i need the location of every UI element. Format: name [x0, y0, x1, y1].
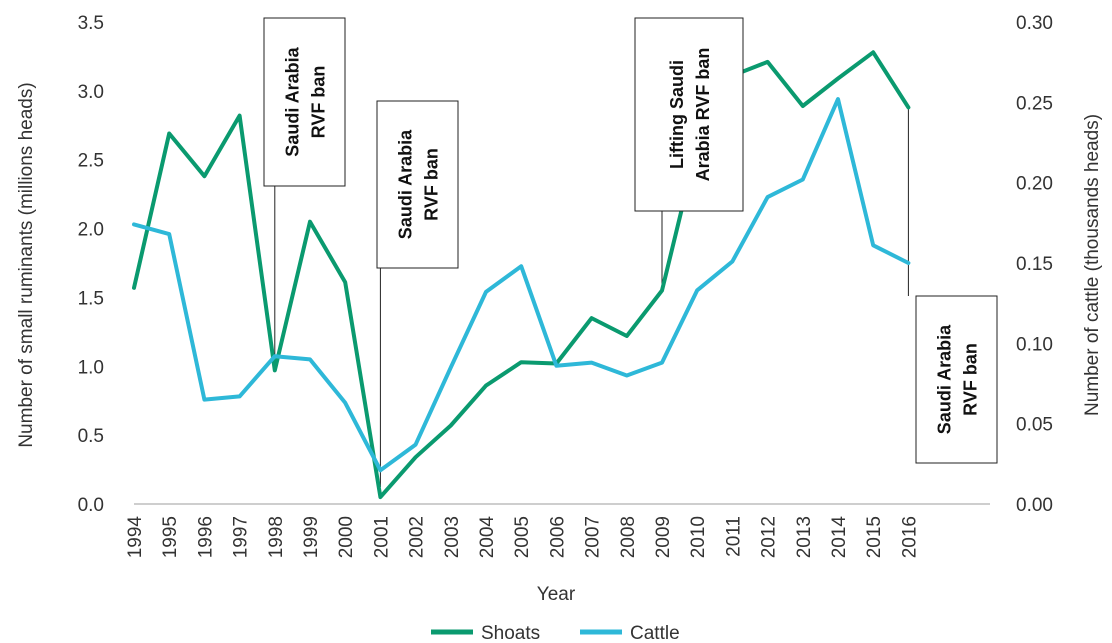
left-y-tick-label: 0.0: [78, 495, 104, 516]
annotation-box: [915, 295, 998, 464]
left-y-axis-title: Number of small ruminants (millions head…: [16, 82, 37, 447]
x-axis-ticks: 1994 1995 1996 1997 1998 1999 2000 2001 2002 2003…: [125, 516, 920, 559]
x-tick-label: 2003: [442, 516, 463, 558]
left-y-tick-label: 2.5: [78, 151, 104, 172]
annotation-text: Lifting Saudi: [667, 60, 687, 169]
x-tick-label: 2014: [829, 516, 850, 559]
x-tick-label: 1994: [125, 516, 146, 559]
annotation-text: RVF ban: [422, 148, 442, 221]
x-tick-label: 1998: [266, 516, 287, 558]
left-y-tick-label: 3.0: [78, 82, 104, 103]
x-tick-label: 1997: [231, 516, 252, 558]
annotation-box: [263, 17, 346, 187]
left-y-axis-ticks: 0.0 0.5 1.0 1.5 2.0 2.5 3.0 3.5: [78, 13, 104, 516]
x-tick-label: 1999: [301, 516, 322, 558]
x-tick-label: 1996: [195, 516, 216, 558]
x-axis-title: Year: [537, 584, 576, 605]
legend: Shoats Cattle: [431, 623, 680, 643]
right-y-tick-label: 0.00: [1016, 495, 1053, 516]
x-tick-label: 2005: [512, 516, 533, 558]
left-y-tick-label: 1.5: [78, 288, 104, 309]
right-y-tick-label: 0.20: [1016, 174, 1053, 195]
left-y-tick-label: 1.0: [78, 357, 104, 378]
x-tick-label: 2012: [759, 516, 780, 558]
x-tick-label: 2016: [899, 516, 920, 558]
right-y-tick-label: 0.15: [1016, 254, 1053, 275]
data-series: [132, 50, 911, 500]
x-tick-label: 2000: [336, 516, 357, 558]
legend-label-cattle: Cattle: [630, 623, 680, 643]
x-tick-label: 2006: [547, 516, 568, 558]
x-tick-label: 2011: [723, 516, 744, 557]
x-tick-label: 1995: [160, 516, 181, 558]
x-tick-label: 2001: [371, 516, 392, 558]
annotation-text: RVF ban: [961, 343, 981, 416]
right-y-tick-label: 0.25: [1016, 93, 1053, 114]
annotation-text: Arabia RVF ban: [693, 48, 713, 182]
right-y-axis-title: Number of cattle (thousands heads): [1082, 114, 1103, 416]
right-y-tick-label: 0.10: [1016, 334, 1053, 355]
left-y-tick-label: 3.5: [78, 13, 104, 34]
annotation-text: Saudi Arabia: [283, 46, 303, 156]
x-tick-label: 2004: [477, 516, 498, 559]
annotation-text: Saudi Arabia: [396, 129, 416, 239]
x-tick-label: 2009: [653, 516, 674, 558]
left-y-tick-label: 0.5: [78, 426, 104, 447]
x-tick-label: 2013: [794, 516, 815, 558]
x-tick-label: 2002: [407, 516, 428, 558]
series-line-shoats: [132, 50, 911, 500]
x-tick-label: 2015: [864, 516, 885, 558]
right-y-axis-ticks: 0.00 0.05 0.10 0.15 0.20 0.25 0.30: [1016, 13, 1053, 516]
right-y-tick-label: 0.30: [1016, 13, 1053, 34]
annotation-text: Saudi Arabia: [935, 324, 955, 434]
annotations: Saudi Arabia RVF ban Saudi Arabia RVF ban Li…: [263, 17, 998, 464]
right-y-tick-label: 0.05: [1016, 415, 1053, 436]
x-tick-label: 2008: [618, 516, 639, 558]
annotation-box: [634, 17, 744, 212]
legend-label-shoats: Shoats: [481, 623, 540, 643]
x-tick-label: 2010: [688, 516, 709, 558]
annotation-box: [376, 100, 459, 269]
series-line-cattle: [132, 97, 911, 473]
annotation-text: RVF ban: [309, 66, 329, 139]
left-y-tick-label: 2.0: [78, 220, 104, 241]
x-tick-label: 2007: [583, 516, 604, 558]
